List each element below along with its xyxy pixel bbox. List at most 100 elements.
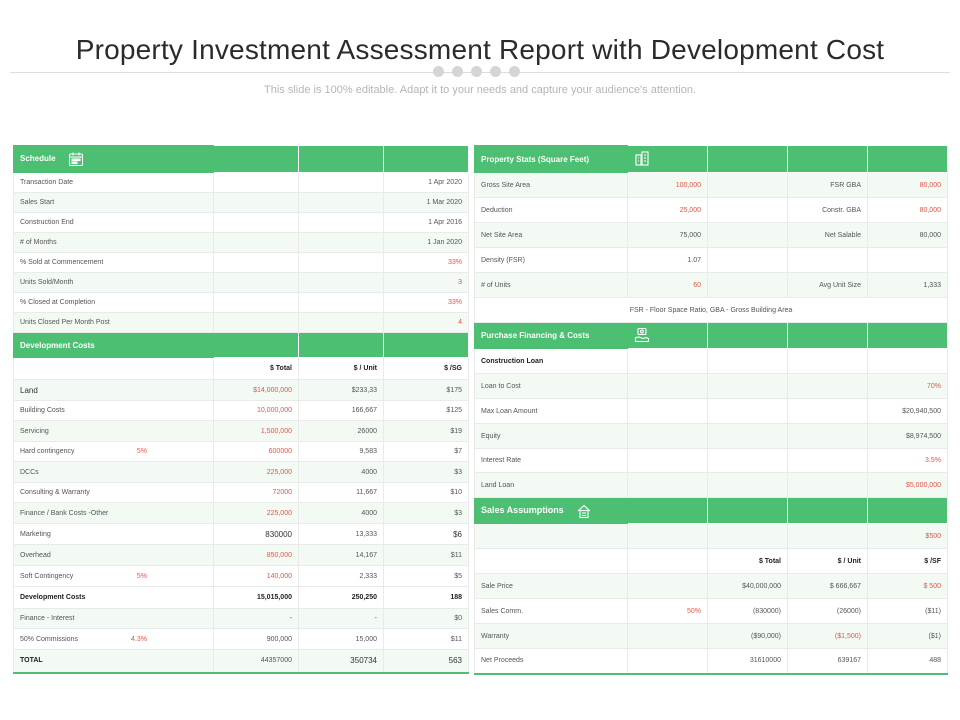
property-stats-title: Property Stats (Square Feet) <box>474 145 628 173</box>
table-cell <box>707 423 788 449</box>
financing-row: Equity $8,974,500 <box>474 423 948 449</box>
table-cell: 1,500,000 <box>213 420 299 442</box>
table-cell: Construction End <box>13 212 214 233</box>
table-cell: Loan to Cost <box>474 373 628 399</box>
table-cell: $ / Unit <box>298 357 384 380</box>
table-cell: Marketing <box>13 523 214 545</box>
table-cell <box>298 292 384 313</box>
table-cell <box>707 472 788 498</box>
table-cell: $11 <box>383 544 469 566</box>
table-cell: % Closed at Completion <box>13 292 214 313</box>
table-cell <box>787 373 868 399</box>
table-cell <box>787 348 868 374</box>
table-cell: Gross Site Area <box>474 172 628 198</box>
table-cell: 1.07 <box>627 247 708 273</box>
sales-row: Sale Price $40,000,000 $ 666,667 $ 500 <box>474 573 948 599</box>
table-cell <box>213 272 299 293</box>
table-cell <box>627 497 708 524</box>
cost-row: Overhead 850,000 14,167 $11 <box>13 544 469 566</box>
sales-row: Net Proceeds 31610000 639167 488 <box>474 648 948 675</box>
cost-row: Servicing 1,500,000 26000 $19 <box>13 420 469 442</box>
table-cell: 31610000 <box>707 648 788 675</box>
cost-row: Soft Contingency 5% 140,000 2,333 $5 <box>13 565 469 587</box>
table-cell: 3.5% <box>867 448 948 473</box>
schedule-title: Schedule <box>20 154 56 164</box>
table-cell: $175 <box>383 379 469 401</box>
table-cell: 140,000 <box>213 565 299 587</box>
schedule-row: % Closed at Completion 33% <box>13 292 469 313</box>
schedule-header: Schedule <box>13 145 469 173</box>
table-cell: ($90,000) <box>707 623 788 649</box>
property-stats-row: Deduction 25,000 Constr. GBA 80,000 <box>474 197 948 223</box>
table-cell: Overhead <box>13 544 214 566</box>
table-cell <box>707 373 788 399</box>
table-cell <box>383 145 469 173</box>
table-cell <box>707 197 788 223</box>
table-cell <box>707 398 788 424</box>
table-cell: - <box>298 608 384 629</box>
table-cell: Units Closed Per Month Post <box>13 312 214 333</box>
table-cell <box>298 232 384 253</box>
table-cell <box>298 145 384 173</box>
table-cell <box>213 212 299 233</box>
table-cell: Soft Contingency 5% <box>13 565 214 587</box>
finance-row: Finance - Interest - - $0 <box>13 608 469 629</box>
schedule-row: Sales Start 1 Mar 2020 <box>13 192 469 213</box>
sales-column-headers: $ Total $ / Unit $ /SF <box>474 548 948 574</box>
table-cell: # of Units <box>474 272 628 298</box>
table-cell: (26000) <box>787 598 868 624</box>
table-cell: Sales Assumptions <box>474 497 628 524</box>
schedule-row: % Sold at Commencement 33% <box>13 252 469 273</box>
table-cell: Constr. GBA <box>787 197 868 223</box>
table-cell: $500 <box>867 523 948 549</box>
table-cell: $ Total <box>707 548 788 574</box>
development-costs-header: Development Costs <box>13 332 469 358</box>
table-cell: $14,000,000 <box>213 379 299 401</box>
property-stats-row: Gross Site Area 100,000 FSR GBA 80,000 <box>474 172 948 198</box>
table-cell: 4000 <box>298 461 384 483</box>
table-cell: 488 <box>867 648 948 675</box>
property-stats-note-row: FSR - Floor Space Ratio, GBA - Gross Bui… <box>474 297 948 323</box>
table-cell: Building Costs <box>13 400 214 421</box>
table-cell <box>213 172 299 193</box>
table-cell: 33% <box>383 292 469 313</box>
table-cell <box>787 322 868 349</box>
house-price-icon <box>577 504 591 518</box>
sales-row: Sales Comm. 50% (830000) (26000) ($11) <box>474 598 948 624</box>
table-cell <box>627 573 708 599</box>
table-cell <box>707 247 788 273</box>
property-stats-header: Property Stats (Square Feet) <box>474 145 948 173</box>
table-cell: 563 <box>383 649 469 674</box>
table-cell: Interest Rate <box>474 448 628 473</box>
table-cell <box>707 322 788 349</box>
table-cell: $ Total <box>213 357 299 380</box>
table-cell <box>867 348 948 374</box>
page-subtitle: This slide is 100% editable. Adapt it to… <box>264 84 696 96</box>
table-cell: 639167 <box>787 648 868 675</box>
table-cell <box>298 332 384 358</box>
purchase-financing-title: Purchase Financing & Costs <box>474 322 628 349</box>
table-cell: $3 <box>383 502 469 524</box>
table-cell: 4000 <box>298 502 384 524</box>
table-cell: 1 Apr 2016 <box>383 212 469 233</box>
table-cell: 600000 <box>213 441 299 462</box>
table-cell: Avg Unit Size <box>787 272 868 298</box>
table-cell: 26000 <box>298 420 384 442</box>
table-cell <box>787 145 868 173</box>
table-cell <box>867 497 948 524</box>
development-costs-subtotal-row: Development Costs 15,015,000 250,250 188 <box>13 586 469 609</box>
cost-row: Consulting & Warranty 72000 11,667 $10 <box>13 482 469 503</box>
table-cell: 225,000 <box>213 461 299 483</box>
table-cell <box>627 373 708 399</box>
table-cell <box>707 497 788 524</box>
cost-row: Land $14,000,000 $233,33 $175 <box>13 379 469 401</box>
table-cell: $11 <box>383 628 469 650</box>
table-cell: $ / Unit <box>787 548 868 574</box>
table-cell: 15,015,000 <box>213 586 299 609</box>
table-cell <box>787 398 868 424</box>
table-cell: 80,000 <box>867 197 948 223</box>
table-cell <box>867 247 948 273</box>
table-cell <box>627 398 708 424</box>
table-cell <box>627 348 708 374</box>
left-table: Schedule Transaction Date 1 Apr 2020 Sale… <box>13 145 469 674</box>
